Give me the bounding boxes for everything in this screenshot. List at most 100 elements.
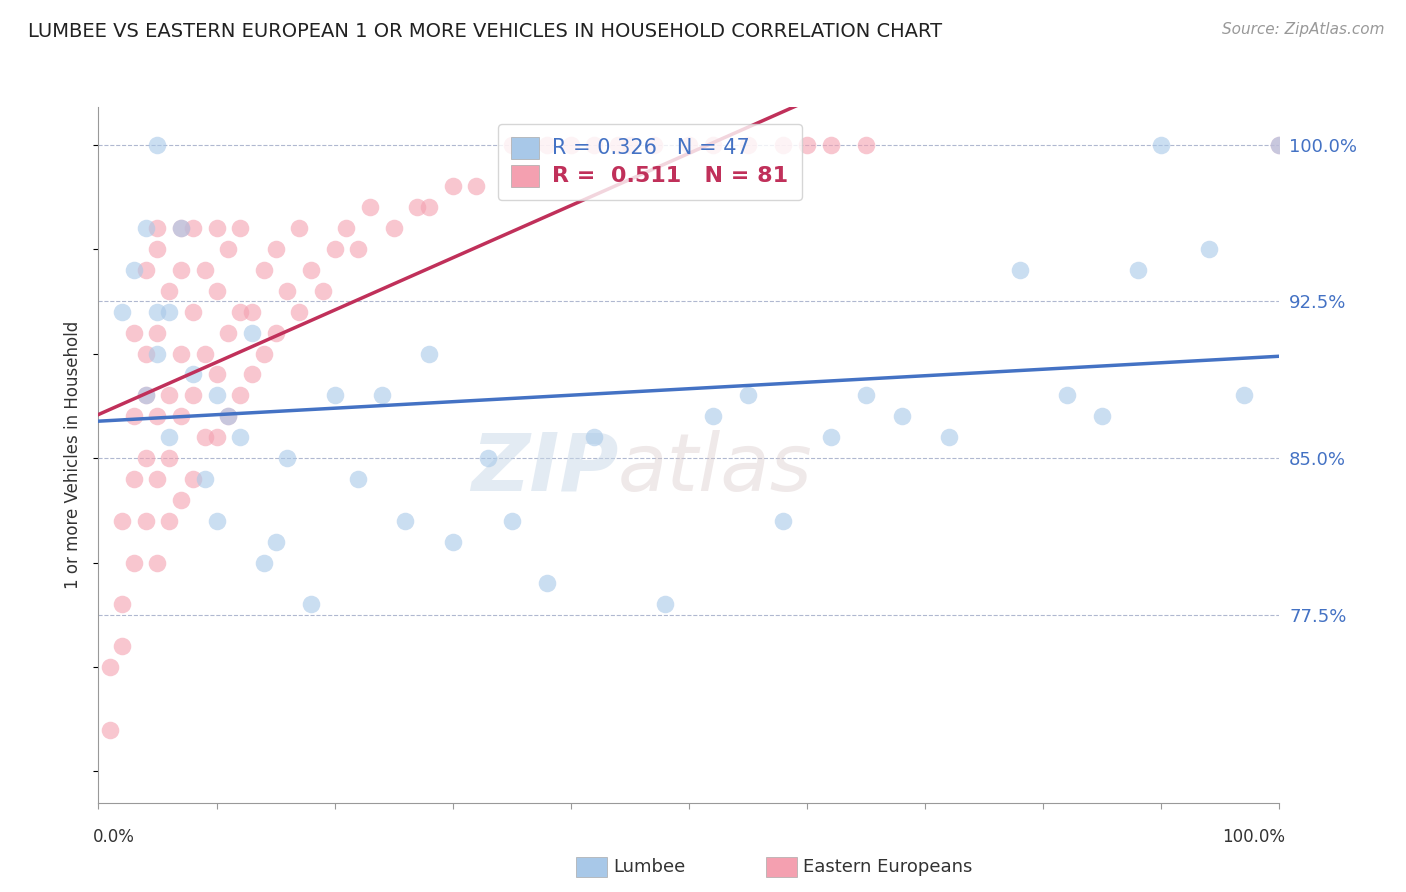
Point	[406, 200, 429, 214]
Point	[181, 388, 204, 402]
Point	[170, 346, 193, 360]
Point	[205, 388, 228, 402]
Point	[536, 137, 558, 152]
Point	[170, 263, 193, 277]
Point	[181, 221, 204, 235]
Point	[122, 263, 145, 277]
Point	[122, 409, 145, 424]
Text: LUMBEE VS EASTERN EUROPEAN 1 OR MORE VEHICLES IN HOUSEHOLD CORRELATION CHART: LUMBEE VS EASTERN EUROPEAN 1 OR MORE VEH…	[28, 22, 942, 41]
Point	[299, 597, 322, 611]
Point	[205, 368, 228, 382]
Point	[157, 514, 180, 528]
Point	[820, 137, 842, 152]
Point	[1268, 137, 1291, 152]
Point	[288, 221, 311, 235]
Point	[146, 305, 169, 319]
Point	[229, 430, 252, 444]
Point	[157, 451, 180, 466]
Point	[111, 597, 134, 611]
Point	[122, 556, 145, 570]
Point	[217, 326, 239, 340]
Point	[501, 514, 523, 528]
Point	[181, 368, 204, 382]
Point	[205, 221, 228, 235]
Point	[205, 284, 228, 298]
Point	[465, 179, 488, 194]
Point	[111, 514, 134, 528]
Point	[170, 409, 193, 424]
Point	[418, 200, 440, 214]
Text: Lumbee: Lumbee	[613, 858, 685, 876]
Text: 100.0%: 100.0%	[1222, 828, 1285, 846]
Point	[157, 284, 180, 298]
Point	[359, 200, 381, 214]
Point	[240, 305, 263, 319]
Point	[312, 284, 335, 298]
Point	[170, 492, 193, 507]
Point	[205, 514, 228, 528]
Point	[654, 597, 676, 611]
Point	[98, 723, 121, 737]
Point	[217, 409, 239, 424]
Point	[146, 409, 169, 424]
Point	[1091, 409, 1114, 424]
Point	[335, 221, 357, 235]
Point	[323, 388, 346, 402]
Point	[146, 326, 169, 340]
Point	[583, 137, 606, 152]
Point	[181, 305, 204, 319]
Point	[583, 430, 606, 444]
Point	[194, 263, 217, 277]
Point	[122, 472, 145, 486]
Point	[796, 137, 818, 152]
Point	[855, 137, 877, 152]
Point	[205, 430, 228, 444]
Point	[253, 263, 276, 277]
Point	[347, 242, 370, 256]
Point	[157, 430, 180, 444]
Point	[1056, 388, 1078, 402]
Point	[264, 242, 287, 256]
Point	[737, 388, 759, 402]
Text: atlas: atlas	[619, 430, 813, 508]
Point	[276, 451, 298, 466]
Point	[229, 305, 252, 319]
Point	[619, 137, 641, 152]
Point	[229, 388, 252, 402]
Point	[477, 451, 499, 466]
Point	[111, 639, 134, 653]
Point	[441, 534, 464, 549]
Point	[737, 137, 759, 152]
Point	[643, 137, 665, 152]
Point	[536, 576, 558, 591]
Point	[194, 430, 217, 444]
Point	[135, 221, 157, 235]
Point	[194, 346, 217, 360]
Point	[146, 242, 169, 256]
Point	[170, 221, 193, 235]
Point	[501, 137, 523, 152]
Point	[820, 430, 842, 444]
Point	[217, 409, 239, 424]
Point	[146, 556, 169, 570]
Point	[347, 472, 370, 486]
Point	[394, 514, 416, 528]
Point	[1198, 242, 1220, 256]
Point	[111, 305, 134, 319]
Point	[181, 472, 204, 486]
Point	[253, 556, 276, 570]
Point	[135, 346, 157, 360]
Point	[288, 305, 311, 319]
Point	[135, 263, 157, 277]
Point	[157, 305, 180, 319]
Point	[1233, 388, 1256, 402]
Point	[240, 326, 263, 340]
Point	[135, 388, 157, 402]
Point	[702, 137, 724, 152]
Point	[678, 137, 700, 152]
Point	[1126, 263, 1149, 277]
Point	[299, 263, 322, 277]
Point	[702, 409, 724, 424]
Point	[253, 346, 276, 360]
Point	[122, 326, 145, 340]
